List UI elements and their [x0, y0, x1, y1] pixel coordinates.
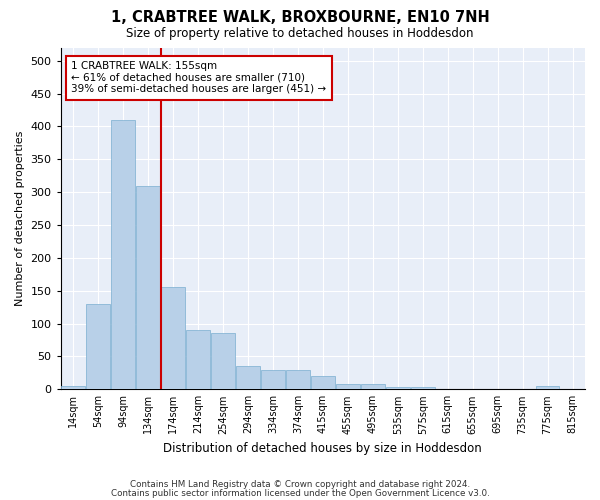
- Bar: [311, 376, 335, 390]
- Bar: [111, 120, 135, 390]
- Bar: [386, 388, 410, 390]
- Bar: [136, 186, 160, 390]
- Text: Contains public sector information licensed under the Open Government Licence v3: Contains public sector information licen…: [110, 488, 490, 498]
- Bar: [86, 304, 110, 390]
- Bar: [336, 384, 359, 390]
- Bar: [286, 370, 310, 390]
- Bar: [161, 288, 185, 390]
- Bar: [186, 330, 210, 390]
- Text: 1 CRABTREE WALK: 155sqm
← 61% of detached houses are smaller (710)
39% of semi-d: 1 CRABTREE WALK: 155sqm ← 61% of detache…: [71, 61, 326, 94]
- Bar: [61, 386, 85, 390]
- Bar: [536, 386, 559, 390]
- Bar: [236, 366, 260, 390]
- Bar: [261, 370, 285, 390]
- Text: Contains HM Land Registry data © Crown copyright and database right 2024.: Contains HM Land Registry data © Crown c…: [130, 480, 470, 489]
- Text: 1, CRABTREE WALK, BROXBOURNE, EN10 7NH: 1, CRABTREE WALK, BROXBOURNE, EN10 7NH: [110, 10, 490, 25]
- X-axis label: Distribution of detached houses by size in Hoddesdon: Distribution of detached houses by size …: [163, 442, 482, 455]
- Bar: [411, 388, 434, 390]
- Bar: [361, 384, 385, 390]
- Y-axis label: Number of detached properties: Number of detached properties: [15, 130, 25, 306]
- Text: Size of property relative to detached houses in Hoddesdon: Size of property relative to detached ho…: [126, 28, 474, 40]
- Bar: [211, 334, 235, 390]
